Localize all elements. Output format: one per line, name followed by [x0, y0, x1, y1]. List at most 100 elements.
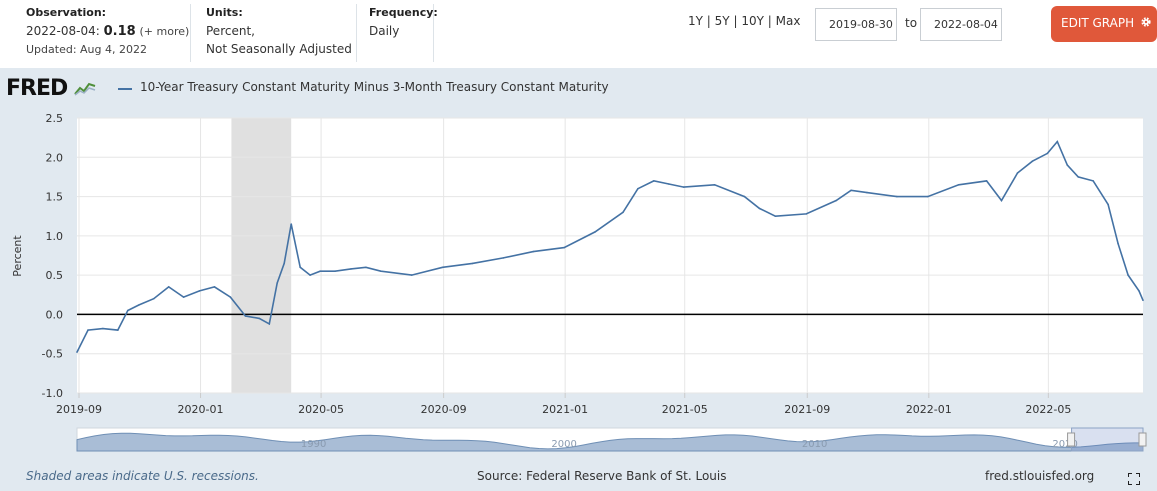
x-tick-label: 2020-09	[421, 403, 467, 416]
updated-date: Updated: Aug 4, 2022	[26, 43, 147, 56]
data-point	[805, 213, 808, 215]
observation-value: 0.18	[103, 24, 136, 39]
data-point	[743, 195, 746, 198]
range-separator: |	[706, 14, 711, 28]
data-point	[229, 296, 232, 298]
units-label: Units:	[206, 6, 243, 19]
data-point	[896, 195, 898, 198]
data-point	[117, 329, 119, 331]
fred-logo-text: FRED	[6, 76, 68, 101]
data-point	[319, 270, 321, 273]
data-point	[835, 199, 837, 202]
data-point	[1138, 290, 1140, 292]
data-point	[290, 223, 293, 225]
data-point	[167, 286, 170, 288]
navigator-label: 2010	[802, 439, 827, 450]
data-point	[532, 250, 535, 253]
divider	[190, 4, 191, 62]
data-point	[268, 323, 271, 325]
data-point	[866, 191, 868, 194]
gear-icon	[1141, 17, 1151, 27]
data-point	[563, 246, 565, 249]
divider	[356, 4, 357, 62]
x-tick-label: 2021-09	[784, 403, 830, 416]
data-point	[1142, 299, 1144, 302]
navigator-selection[interactable]	[1071, 427, 1144, 452]
data-point	[927, 195, 929, 198]
range-10y-button[interactable]: 10Y	[741, 14, 764, 28]
data-point	[258, 317, 261, 320]
navigator-series	[76, 432, 1144, 452]
data-point	[957, 184, 960, 186]
navigator-label: 2020	[1052, 439, 1077, 450]
recession-shading	[231, 118, 292, 393]
data-point	[309, 274, 311, 276]
source-text: Source: Federal Reserve Bank of St. Loui…	[477, 469, 727, 483]
observation-block: Observation: 2022-08-04: 0.18 (+ more) U…	[26, 4, 189, 59]
to-label: to	[905, 16, 918, 30]
header-bar: Observation: 2022-08-04: 0.18 (+ more) U…	[0, 0, 1157, 68]
data-point	[1127, 274, 1129, 276]
y-tick-label: -1.0	[42, 387, 63, 400]
data-point	[1016, 172, 1019, 174]
x-tick-label: 2021-01	[542, 403, 588, 416]
data-point	[1077, 176, 1079, 178]
data-point	[758, 207, 761, 210]
range-max-button[interactable]: Max	[775, 14, 801, 28]
fullscreen-icon[interactable]	[1128, 473, 1140, 485]
data-point	[102, 327, 104, 330]
data-point	[682, 186, 685, 188]
navigator-handle-left[interactable]	[1067, 432, 1076, 447]
data-point	[985, 180, 988, 182]
x-tick-label: 2022-05	[1025, 403, 1071, 416]
navigator-handle-right[interactable]	[1138, 432, 1147, 447]
y-tick-label: 0.0	[46, 308, 64, 321]
fred-logo: FRED	[6, 76, 96, 101]
data-point	[594, 231, 596, 233]
data-point	[1117, 242, 1119, 245]
range-1y-button[interactable]: 1Y	[688, 14, 703, 28]
series-line[interactable]	[76, 140, 1144, 353]
data-point	[299, 266, 302, 269]
x-tick-label: 2022-01	[906, 403, 952, 416]
units-line1: Percent,	[206, 24, 255, 38]
range-5y-button[interactable]: 5Y	[714, 14, 730, 28]
data-point	[380, 270, 382, 273]
site-link[interactable]: fred.stlouisfed.org	[985, 469, 1095, 483]
y-axis-label: Percent	[11, 235, 24, 277]
y-tick-label: 2.0	[46, 151, 64, 164]
data-point	[622, 211, 624, 214]
legend-line-swatch	[118, 88, 132, 90]
data-point	[213, 286, 216, 288]
data-point	[1031, 160, 1034, 162]
observation-more-link[interactable]: (+ more)	[139, 25, 190, 38]
data-point	[1056, 140, 1059, 143]
y-tick-label: 1.0	[46, 230, 64, 243]
edit-graph-button[interactable]: EDIT GRAPH	[1051, 6, 1157, 42]
y-tick-label: 1.5	[46, 191, 64, 204]
data-point	[637, 187, 639, 190]
y-tick-label: 2.5	[46, 112, 64, 125]
y-tick-label: 0.5	[46, 269, 64, 282]
start-date-input[interactable]: 2019-08-30	[815, 8, 897, 41]
units-line2: Not Seasonally Adjusted	[206, 42, 352, 56]
data-point	[668, 183, 670, 185]
data-point	[1000, 199, 1003, 202]
x-tick-label: 2020-01	[178, 403, 224, 416]
end-date-input[interactable]: 2022-08-04	[920, 8, 1002, 41]
range-separator: |	[733, 14, 738, 28]
edit-graph-label: EDIT GRAPH	[1061, 16, 1135, 30]
x-tick-label: 2021-05	[662, 403, 708, 416]
data-point	[502, 257, 505, 259]
data-point	[182, 296, 185, 298]
data-point	[198, 290, 201, 292]
units-block: Units: Percent, Not Seasonally Adjusted	[206, 4, 352, 58]
data-point	[774, 215, 777, 217]
frequency-value: Daily	[369, 24, 400, 38]
frequency-block: Frequency: Daily	[369, 4, 438, 40]
navigator-label: 1990	[301, 439, 326, 450]
x-tick-label: 2019-09	[56, 403, 102, 416]
data-point	[471, 262, 474, 265]
data-point	[1066, 164, 1069, 166]
